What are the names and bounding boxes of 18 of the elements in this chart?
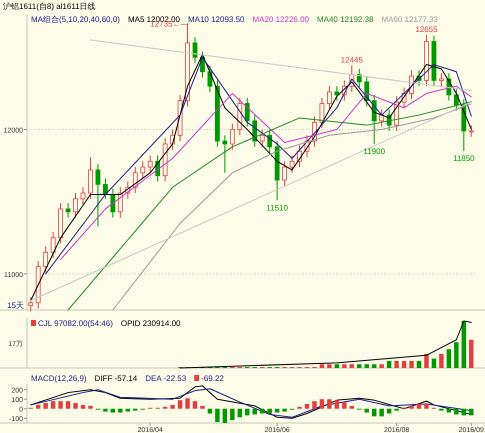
annotation: 12445 <box>340 55 364 64</box>
legend-label: CJL 97082.00(54:46) <box>38 319 114 328</box>
text: MA60 12177.33 <box>381 15 439 24</box>
series-label: DIFF -57.14 <box>94 374 138 383</box>
text: OPID 230914.00 <box>120 319 182 328</box>
text: MACD(12,26,9) <box>31 374 87 383</box>
text: MA20 12226.00 <box>252 15 310 24</box>
annotation: 11900 <box>363 146 386 156</box>
text: 15天 <box>7 301 24 310</box>
series-label: DEA -22.53 <box>145 374 187 383</box>
annotation: 12655 <box>415 24 438 34</box>
text: MA10 12093.50 <box>188 15 246 24</box>
annotation: 11850 <box>452 154 476 164</box>
chart-title: 沪铝1611(自8) al1611日线 <box>3 2 96 11</box>
legend-label: -69.22 <box>201 374 224 383</box>
annotation: 11510 <box>266 203 289 212</box>
text: MA40 12192.38 <box>316 15 374 24</box>
annotation: MA组合(5,10,20,40,60,0) <box>31 15 120 24</box>
